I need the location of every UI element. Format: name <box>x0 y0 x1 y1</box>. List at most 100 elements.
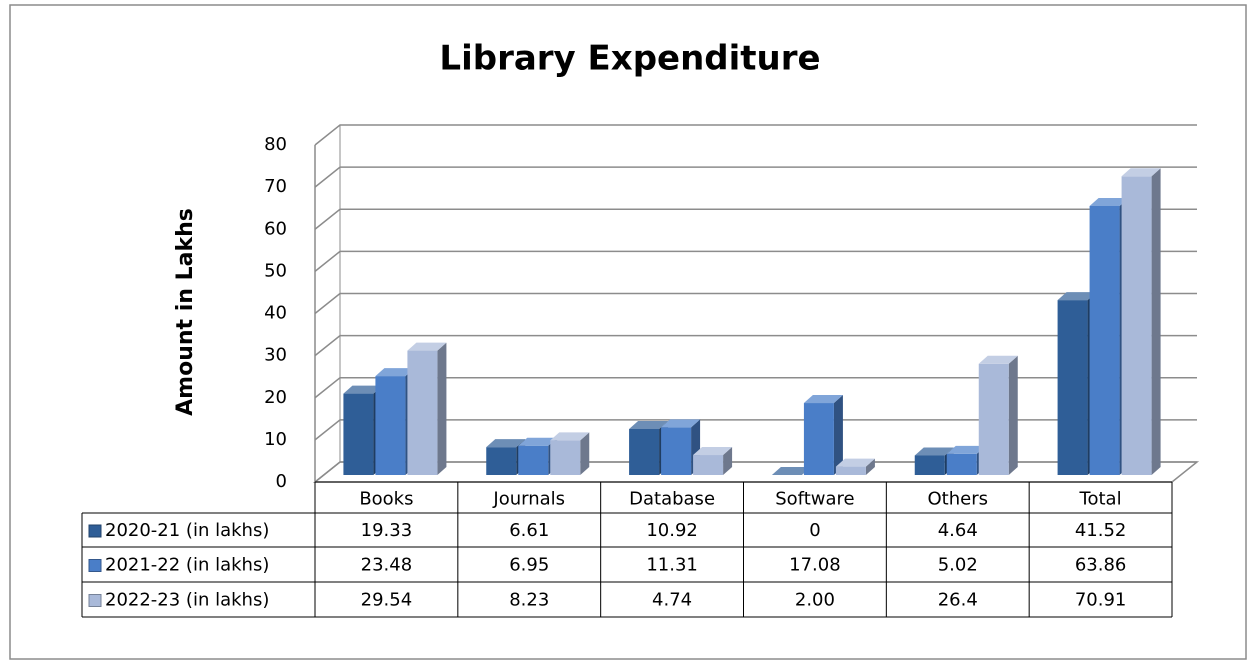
bar-top <box>518 437 558 446</box>
bar-front <box>946 453 977 475</box>
table-cell: 10.92 <box>646 520 698 541</box>
bar-front <box>1089 205 1120 475</box>
table-cell: 11.31 <box>646 555 698 576</box>
bar <box>978 355 1018 475</box>
grid-line <box>314 461 1197 483</box>
table-cell: 6.61 <box>509 520 549 541</box>
table-cell: 5.02 <box>938 555 978 576</box>
bar-top <box>550 432 590 441</box>
bar-front <box>1121 176 1152 475</box>
bar-top <box>629 420 669 429</box>
bar-top <box>835 458 875 467</box>
y-tick-label: 80 <box>264 134 287 155</box>
y-tick-label: 30 <box>264 345 287 366</box>
grid-line <box>314 250 1197 272</box>
legend-swatch <box>88 594 102 607</box>
bar-side <box>1008 355 1018 475</box>
bar-front <box>835 466 866 475</box>
x-tick-label: Books <box>359 489 413 510</box>
bar <box>407 342 447 475</box>
x-tick-label: Total <box>1079 489 1122 510</box>
bar-front <box>629 428 660 475</box>
legend-swatch <box>88 524 102 538</box>
bar-front <box>518 445 549 475</box>
table-cell: 29.54 <box>361 590 413 611</box>
y-tick-label: 20 <box>264 387 287 408</box>
bar-top <box>375 368 415 377</box>
bar-front <box>978 363 1009 475</box>
bar-side <box>723 447 733 475</box>
bar-top <box>1121 168 1161 177</box>
table-cell: 0 <box>809 520 820 541</box>
bar-top <box>693 447 733 456</box>
bar-side <box>833 395 843 475</box>
bar-top <box>343 385 383 394</box>
bar-top <box>486 439 526 448</box>
bar <box>693 447 733 475</box>
chart-title: Library Expenditure <box>439 39 820 79</box>
bar-front <box>486 447 517 475</box>
bar-front <box>693 455 724 475</box>
table-cell: 2.00 <box>795 590 835 611</box>
legend-label: 2020-21 (in lakhs) <box>105 520 269 541</box>
bar-side <box>865 458 875 475</box>
x-tick-label: Software <box>775 489 854 510</box>
bar-top <box>661 419 701 428</box>
y-tick-label: 0 <box>276 471 287 492</box>
y-tick-label: 70 <box>264 176 287 197</box>
bar-top <box>771 467 811 475</box>
bar-top <box>1057 292 1097 301</box>
bar-front <box>343 393 374 475</box>
bar-side <box>1151 168 1161 475</box>
chart-border <box>9 4 1247 660</box>
x-tick-label: Others <box>928 489 989 510</box>
bar-front <box>914 455 945 475</box>
table-cell: 6.95 <box>509 555 549 576</box>
legend-swatch <box>88 559 102 572</box>
table-cell: 17.08 <box>789 555 841 576</box>
table-cell: 23.48 <box>361 555 413 576</box>
bar-front <box>803 403 834 475</box>
bar-front <box>407 350 438 475</box>
grid-line <box>314 377 1197 399</box>
bar-side <box>437 342 447 475</box>
bar <box>550 432 590 475</box>
bar-top <box>407 342 447 351</box>
grid-line <box>314 419 1197 441</box>
bar <box>835 458 875 475</box>
y-tick-label: 50 <box>264 260 287 281</box>
grid-line <box>314 334 1197 357</box>
grid-line <box>314 292 1197 315</box>
bar-top <box>803 395 843 404</box>
bar-top <box>1089 197 1129 206</box>
table-cell: 4.64 <box>938 520 978 541</box>
bar-front <box>661 427 692 475</box>
y-axis-label: Amount in Lakhs <box>173 208 198 416</box>
x-tick-label: Journals <box>492 489 565 510</box>
bar-top <box>914 447 954 456</box>
table-cell: 8.23 <box>509 590 549 611</box>
y-tick-label: 60 <box>264 218 287 239</box>
bar-top <box>946 445 986 454</box>
table-cell: 70.91 <box>1075 590 1127 611</box>
bar <box>1121 168 1161 475</box>
y-tick-label: 10 <box>264 429 287 450</box>
bar-top <box>978 355 1018 364</box>
bar <box>803 395 843 475</box>
bar-front <box>550 440 581 475</box>
bar-side <box>580 432 590 475</box>
legend-label: 2022-23 (in lakhs) <box>105 590 269 611</box>
bar-front <box>375 376 406 475</box>
table-cell: 26.4 <box>938 590 978 611</box>
legend-label: 2021-22 (in lakhs) <box>105 555 269 576</box>
grid-line <box>314 124 1197 146</box>
table-cell: 4.74 <box>652 590 692 611</box>
y-tick-label: 40 <box>264 303 287 324</box>
table-cell: 63.86 <box>1075 555 1127 576</box>
x-tick-label: Database <box>629 489 715 510</box>
table-cell: 41.52 <box>1075 520 1127 541</box>
table-cell: 19.33 <box>361 520 413 541</box>
grid-line <box>314 208 1197 230</box>
bar <box>771 467 811 475</box>
